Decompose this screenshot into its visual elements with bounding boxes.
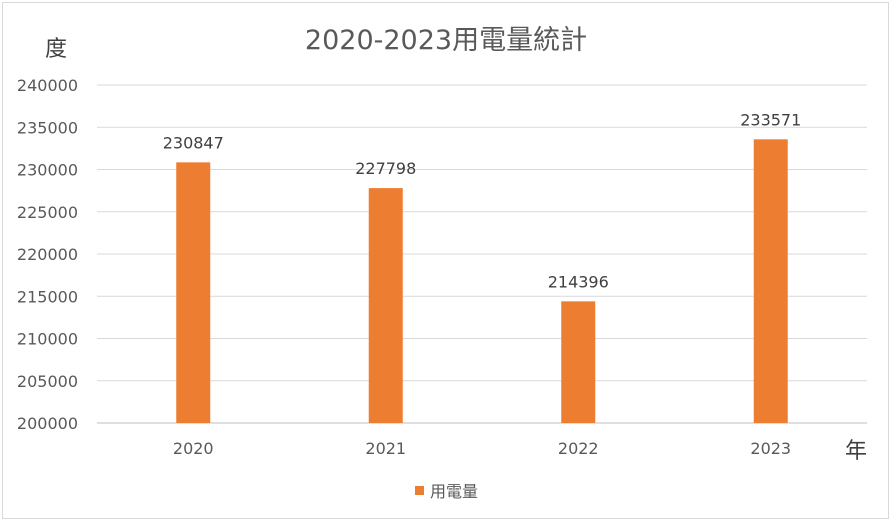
y-tick-label: 235000 xyxy=(17,118,78,137)
legend: 用電量 xyxy=(415,482,478,501)
bar-2020 xyxy=(176,162,211,424)
gridlines xyxy=(97,84,867,424)
data-label-2020: 230847 xyxy=(163,133,224,152)
data-label-2022: 214396 xyxy=(548,272,609,291)
legend-swatch xyxy=(415,486,424,495)
y-tick-label: 205000 xyxy=(17,372,78,391)
x-axis-label: 年 xyxy=(845,439,867,464)
y-axis-ticks: 200000 205000 210000 215000 220000 225000 2300… xyxy=(17,76,78,433)
bars xyxy=(176,139,788,424)
y-tick-label: 230000 xyxy=(17,161,78,180)
legend-label: 用電量 xyxy=(430,482,478,501)
x-tick-label: 2022 xyxy=(558,439,599,458)
chart-title: 2020-2023用電量統計 xyxy=(305,25,587,56)
x-tick-label: 2023 xyxy=(750,439,791,458)
data-label-2021: 227798 xyxy=(355,159,416,178)
bar-2021 xyxy=(368,188,403,423)
x-axis-ticks: 2020 2021 2022 2023 xyxy=(173,439,791,458)
y-tick-label: 220000 xyxy=(17,245,78,264)
data-labels: 230847 227798 214396 233571 xyxy=(163,110,802,291)
y-axis-label: 度 xyxy=(45,37,67,62)
data-label-2023: 233571 xyxy=(740,110,801,129)
y-tick-label: 200000 xyxy=(17,414,78,433)
x-tick-label: 2021 xyxy=(365,439,406,458)
y-tick-label: 225000 xyxy=(17,203,78,222)
y-tick-label: 215000 xyxy=(17,287,78,306)
x-tick-label: 2020 xyxy=(173,439,214,458)
y-tick-label: 240000 xyxy=(17,76,78,95)
y-tick-label: 210000 xyxy=(17,330,78,349)
bar-2022 xyxy=(561,301,596,423)
bar-2023 xyxy=(753,139,788,423)
